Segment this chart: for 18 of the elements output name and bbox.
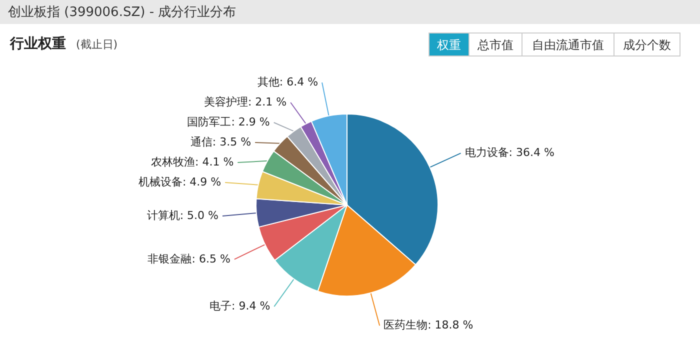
slice-label: 农林牧渔: 4.1 % bbox=[150, 156, 234, 169]
slice-label: 国防军工: 2.9 % bbox=[187, 116, 270, 129]
slice-label: 美容护理: 2.1 % bbox=[204, 96, 287, 109]
text: (截止日) bbox=[76, 38, 118, 51]
slice-label: 通信: 3.5 % bbox=[190, 136, 252, 149]
slice-label: 非银金融: 6.5 % bbox=[148, 252, 230, 266]
slice-label: 其他: 6.4 % bbox=[257, 76, 318, 89]
chart-title: 创业板指 (399006.SZ) - 成分行业分布 bbox=[8, 5, 236, 20]
slice-label: 医药生物: 18.8 % bbox=[384, 318, 474, 332]
text: 总市值 bbox=[476, 38, 514, 52]
slice-label: 机械设备: 4.9 % bbox=[138, 176, 222, 189]
slice-label: 电子: 9.4 % bbox=[210, 300, 270, 313]
slice-label: 电力设备: 36.4 % bbox=[464, 146, 554, 160]
text: 成分个数 bbox=[623, 38, 671, 52]
slice-label: 计算机: 5.0 % bbox=[146, 208, 218, 222]
chart-subtitle: 行业权重 bbox=[9, 36, 66, 52]
text: 权重 bbox=[436, 38, 461, 52]
text: 自由流通市值 bbox=[532, 38, 604, 52]
